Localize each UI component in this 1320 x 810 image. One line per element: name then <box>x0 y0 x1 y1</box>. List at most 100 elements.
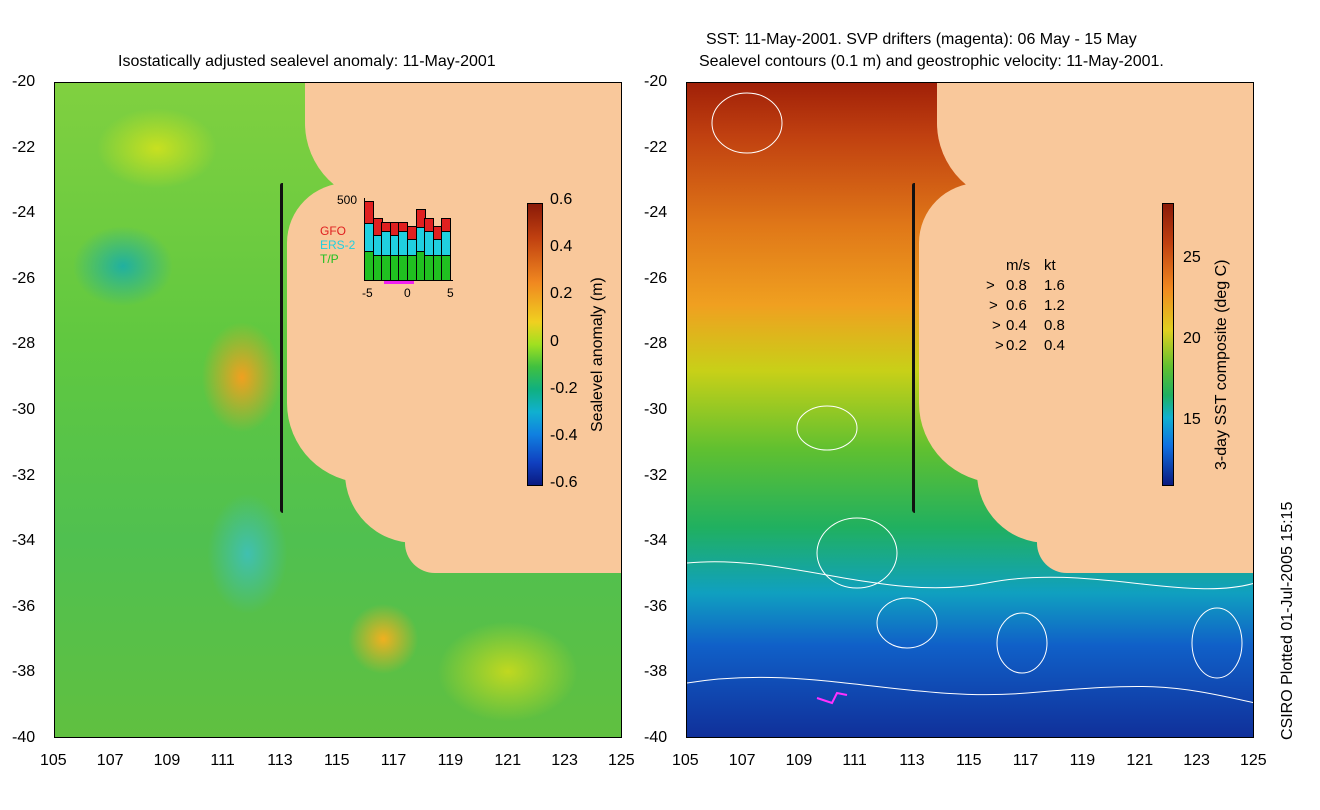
right-x-tick: 109 <box>785 752 813 769</box>
velocity-arrow-icon: > <box>992 317 1001 334</box>
sealevel-colorbar-tick: 0.6 <box>550 191 573 208</box>
inset-bar-ers <box>398 229 409 257</box>
inset-bar-ers <box>441 229 452 257</box>
left-x-tick: 125 <box>608 752 635 769</box>
right-x-tick: 121 <box>1126 752 1154 769</box>
left-x-tick: 119 <box>437 752 464 769</box>
right-y-tick: -38 <box>644 663 668 681</box>
inset-bar-gfo <box>381 221 392 232</box>
inset-bar-tp <box>381 254 392 281</box>
velocity-legend-ms: 0.4 <box>1006 317 1027 334</box>
sealevel-colorbar <box>527 203 543 486</box>
sst-colorbar-tick: 20 <box>1183 330 1201 347</box>
velocity-legend-kt: 1.2 <box>1044 297 1065 314</box>
inset-bar-tp <box>407 254 417 281</box>
left-x-tick: 113 <box>267 752 293 769</box>
inset-x-tick: 5 <box>447 286 454 300</box>
left-y-tick: -32 <box>12 466 36 484</box>
inset-bar-tp <box>372 254 383 281</box>
right-y-tick: -40 <box>644 729 668 746</box>
right-x-tick: 107 <box>728 752 756 769</box>
right-x-tick: 117 <box>1012 752 1039 769</box>
sealevel-anomaly-map <box>54 82 622 738</box>
right-x-tick: 115 <box>956 752 982 769</box>
australia-land-mid <box>919 183 1039 483</box>
altimeter-inset-chart <box>364 198 453 281</box>
right-y-tick: -24 <box>644 204 668 222</box>
left-y-tick: -34 <box>12 532 36 550</box>
inset-legend-ers2: ERS-2 <box>320 238 356 252</box>
sealevel-colorbar-tick: 0.4 <box>550 238 573 256</box>
left-x-tick: 117 <box>380 752 407 769</box>
inset-bar-gfo <box>389 221 400 236</box>
left-y-tick: -20 <box>12 73 36 90</box>
drifter-track <box>816 691 848 705</box>
inset-ymax-label: 500 <box>337 193 358 207</box>
right-y-tick: -26 <box>644 269 668 287</box>
velocity-legend-ms: 0.6 <box>1006 297 1027 314</box>
sealevel-colorbar-tick: 0 <box>550 332 559 350</box>
velocity-legend-ms: 0.2 <box>1006 337 1027 354</box>
left-x-tick: 121 <box>494 752 522 769</box>
velocity-legend-kt: 0.8 <box>1044 317 1065 334</box>
left-y-tick: -26 <box>12 269 36 287</box>
left-y-tick: -38 <box>12 663 36 681</box>
left-x-tick: 111 <box>210 752 235 769</box>
sealevel-contours <box>687 92 1253 705</box>
inset-bar-ers <box>407 237 417 257</box>
sealevel-colorbar-tick: -0.2 <box>550 379 578 397</box>
right-x-tick: 113 <box>899 752 925 769</box>
inset-bar-gfo <box>372 217 383 236</box>
inset-bar-gfo <box>424 217 435 232</box>
inset-legend-tp: T/P <box>320 252 339 266</box>
left-x-tick: 107 <box>96 752 124 769</box>
inset-bar-tp <box>432 254 443 281</box>
velocity-arrow-icon: > <box>989 297 998 314</box>
shelf-contour-line <box>280 183 283 513</box>
inset-x-tick: -5 <box>362 286 373 300</box>
inset-bar-gfo <box>364 201 374 224</box>
velocity-arrow-icon: > <box>986 277 995 294</box>
inset-drifter-bar <box>384 281 414 284</box>
inset-bar-gfo <box>415 209 426 228</box>
right-y-tick: -28 <box>644 335 668 353</box>
right-y-tick: -20 <box>644 73 668 90</box>
sealevel-colorbar-label: Sealevel anomaly (m) <box>589 277 606 432</box>
right-x-tick: 119 <box>1069 752 1096 769</box>
inset-bar-gfo <box>432 225 443 241</box>
right-map-title-line1: SST: 11-May-2001. SVP drifters (magenta)… <box>706 31 1137 48</box>
inset-x-tick: 0 <box>404 286 411 300</box>
inset-bar-tp <box>398 254 409 281</box>
inset-bar-ers <box>364 221 374 253</box>
left-x-tick: 109 <box>153 752 181 769</box>
right-x-tick: 105 <box>672 752 699 769</box>
right-y-tick: -36 <box>644 597 668 615</box>
left-x-tick: 123 <box>551 752 578 769</box>
velocity-legend-kt: 1.6 <box>1044 277 1065 294</box>
inset-bar-ers <box>372 233 383 257</box>
sst-colorbar-label: 3-day SST composite (deg C) <box>1213 259 1230 470</box>
inset-bar-ers <box>415 225 426 253</box>
right-y-tick: -34 <box>644 532 668 550</box>
inset-legend-gfo: GFO <box>320 224 346 238</box>
left-y-tick: -30 <box>12 401 36 418</box>
left-map-title: Isostatically adjusted sealevel anomaly:… <box>118 53 496 70</box>
right-x-tick: 111 <box>842 752 867 769</box>
left-y-tick: -28 <box>12 335 36 353</box>
velocity-legend-header-ms: m/s <box>1006 257 1031 274</box>
inset-bar-tp <box>364 250 374 281</box>
sst-colorbar <box>1162 203 1174 486</box>
velocity-legend-header-kt: kt <box>1044 257 1056 274</box>
right-y-tick: -32 <box>644 466 668 484</box>
plotted-timestamp: CSIRO Plotted 01-Jul-2005 15:15 <box>1279 501 1296 740</box>
right-x-tick: 125 <box>1240 752 1267 769</box>
sealevel-colorbar-tick: -0.6 <box>550 474 578 491</box>
left-y-tick: -22 <box>12 138 36 156</box>
inset-bar-tp <box>415 250 426 281</box>
left-y-tick: -40 <box>12 729 36 746</box>
left-y-tick: -36 <box>12 597 36 615</box>
left-x-tick: 105 <box>40 752 67 769</box>
inset-bar-tp <box>424 254 435 281</box>
inset-bar-ers <box>424 229 435 257</box>
right-map-title-line2: Sealevel contours (0.1 m) and geostrophi… <box>699 53 1164 70</box>
